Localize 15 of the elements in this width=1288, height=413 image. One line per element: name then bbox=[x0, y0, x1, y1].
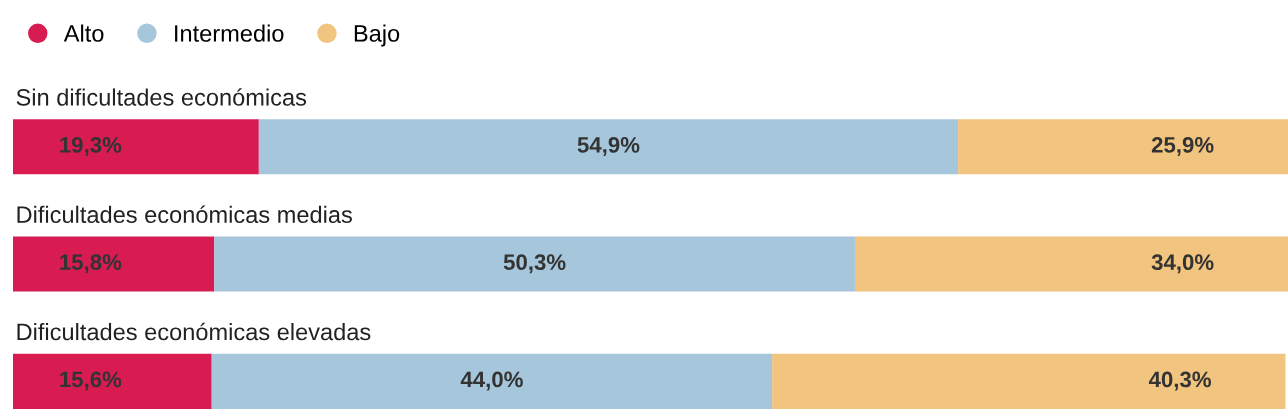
data-label: 34,0% bbox=[1151, 254, 1214, 274]
data-label: 15,8% bbox=[60, 254, 122, 274]
data-label: 44,0% bbox=[460, 371, 523, 391]
data-label: 25,9% bbox=[1151, 137, 1214, 156]
data-label: 40,3% bbox=[1148, 371, 1211, 391]
data-label: 50,3% bbox=[503, 254, 566, 274]
legend-label: Bajo bbox=[354, 24, 400, 47]
y-tick-label: Sin dificultades económicas bbox=[16, 88, 307, 106]
y-tick-label: Dificultades económicas medias bbox=[17, 205, 352, 224]
y-tick-label: Dificultades económicas elevadas bbox=[17, 322, 371, 341]
data-label: 15,6% bbox=[60, 371, 122, 391]
data-label: 54,9% bbox=[577, 137, 640, 156]
data-label: 19,3% bbox=[60, 137, 122, 156]
legend-label: Intermedio bbox=[175, 24, 284, 42]
legend-label: Alto bbox=[63, 24, 104, 42]
